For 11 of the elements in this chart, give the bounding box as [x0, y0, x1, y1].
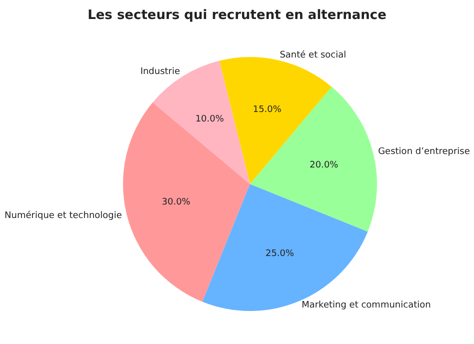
data-label: 30.0%: [162, 197, 191, 208]
data-label: 10.0%: [195, 114, 224, 124]
data-label: 25.0%: [265, 249, 295, 260]
slice-label: Marketing et communication: [302, 300, 431, 311]
slice-label: Santé et social: [280, 49, 346, 60]
slice-label: Numérique et technologie: [4, 210, 122, 221]
data-label: 15.0%: [252, 104, 282, 115]
chart-title: Les secteurs qui recrutent en alternance: [88, 8, 387, 23]
slice-label: Industrie: [140, 67, 181, 78]
slice-label: Gestion d’entreprise: [378, 147, 470, 158]
data-label: 20.0%: [310, 160, 339, 171]
